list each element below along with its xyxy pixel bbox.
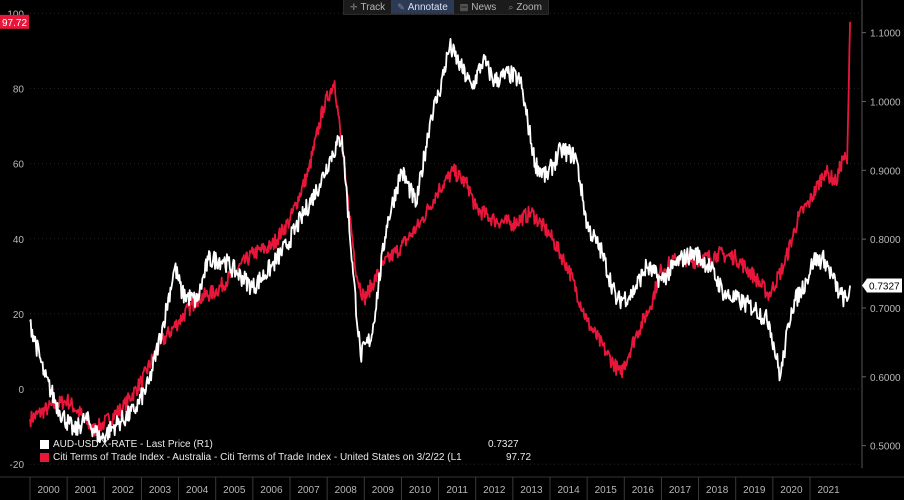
red-last-value-text: 97.72 (2, 18, 27, 29)
chart-toolbar: ✛ Track ✎ Annotate ▤ News ⌕ Zoom (343, 0, 549, 15)
x-tick-label: 2009 (372, 485, 395, 496)
gridlines (0, 0, 904, 478)
x-tick-label: 2014 (557, 485, 580, 496)
legend-label-terms-of-trade: Citi Terms of Trade Index - Australia - … (53, 451, 462, 463)
news-button[interactable]: ▤ News (454, 0, 503, 14)
legend-swatch-white (40, 439, 49, 449)
left-tick-label: 80 (13, 84, 25, 95)
left-tick-label: 0 (18, 385, 24, 396)
left-axis-ticks: 100 80 60 40 20 0 -20 (7, 9, 24, 471)
x-axis-ticks: 2000 2001 2002 2003 2004 2005 2006 2007 2008 2009… (29, 477, 840, 500)
x-tick-label: 2019 (743, 485, 766, 496)
x-tick-label: 2017 (669, 485, 692, 496)
white-last-value-text: 0.7327 (869, 281, 900, 292)
news-icon: ▤ (459, 2, 469, 12)
crosshair-icon: ✛ (350, 2, 358, 12)
right-tick-label: 0.5000 (870, 442, 901, 453)
right-tick-label: 0.7000 (870, 304, 901, 315)
zoom-label: Zoom (516, 2, 542, 13)
annotate-label: Annotate (407, 2, 448, 13)
x-tick-label: 2012 (483, 485, 506, 496)
red-last-value-badge (0, 14, 29, 29)
left-tick-label: 20 (13, 310, 25, 321)
right-tick-label: 0.9000 (870, 166, 901, 177)
x-tick-label: 2021 (817, 485, 840, 496)
right-axis-ticks: 1.1000 1.0000 0.9000 0.8000 0.7000 0.6000 0.50… (862, 29, 901, 453)
x-tick-label: 2003 (149, 485, 172, 496)
magnifier-icon: ⌕ (508, 2, 514, 12)
legend-value-terms-of-trade: 97.72 (506, 451, 532, 463)
x-tick-label: 2013 (520, 485, 543, 496)
track-button[interactable]: ✛ Track (344, 0, 391, 14)
x-tick-label: 2002 (112, 485, 135, 496)
x-tick-label: 2007 (297, 485, 320, 496)
legend-value-aud-usd: 0.7327 (488, 438, 519, 450)
right-tick-label: 1.0000 (870, 97, 901, 108)
white-last-value-badge (862, 278, 902, 293)
pencil-icon: ✎ (397, 2, 405, 12)
x-tick-label: 2015 (595, 485, 618, 496)
x-tick-label: 2018 (706, 485, 729, 496)
legend-swatch-red (40, 452, 49, 462)
x-tick-label: 2020 (780, 485, 803, 496)
x-tick-label: 2001 (75, 485, 98, 496)
x-tick-label: 2000 (37, 485, 60, 496)
right-tick-label: 1.1000 (870, 29, 901, 40)
zoom-button[interactable]: ⌕ Zoom (502, 0, 548, 14)
left-tick-label: 100 (7, 9, 24, 20)
track-label: Track (360, 2, 386, 13)
legend-item-aud-usd: AUD-USD X-RATE - Last Price (R1) 0.7327 (40, 438, 519, 450)
x-tick-label: 2010 (409, 485, 432, 496)
x-tick-label: 2005 (223, 485, 246, 496)
news-label: News (471, 2, 497, 13)
x-tick-label: 2008 (335, 485, 358, 496)
left-tick-label: -20 (10, 460, 25, 471)
legend-item-terms-of-trade: Citi Terms of Trade Index - Australia - … (40, 451, 531, 463)
annotate-button[interactable]: ✎ Annotate (391, 0, 454, 14)
aud-usd-line (29, 38, 851, 444)
legend-label-aud-usd: AUD-USD X-RATE - Last Price (R1) (53, 438, 213, 450)
terms-of-trade-line (29, 21, 851, 437)
right-tick-label: 0.8000 (870, 235, 901, 246)
x-tick-label: 2006 (260, 485, 283, 496)
left-tick-label: 60 (13, 160, 25, 171)
x-tick-label: 2011 (446, 485, 468, 496)
left-tick-label: 40 (13, 235, 25, 246)
x-tick-label: 2004 (186, 485, 209, 496)
x-tick-label: 2016 (632, 485, 655, 496)
series-lines (29, 21, 851, 444)
right-tick-label: 0.6000 (870, 373, 901, 384)
last-value-badges: 97.72 0.7327 (0, 14, 902, 293)
